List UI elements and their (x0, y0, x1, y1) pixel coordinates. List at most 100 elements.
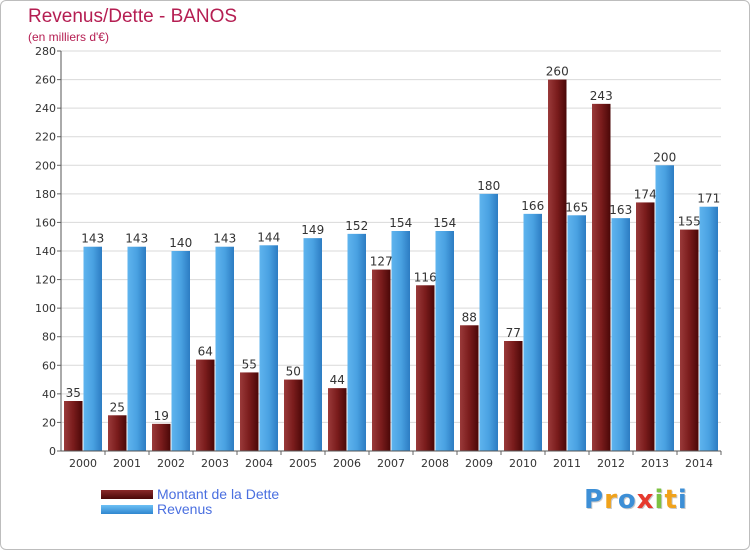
y-tick-label: 220 (35, 131, 56, 144)
x-tick-label: 2009 (465, 457, 493, 470)
revenus-bar (479, 193, 498, 451)
x-tick-label: 2010 (509, 457, 537, 470)
revenus-bar (347, 233, 366, 451)
debt-bar (328, 388, 347, 451)
legend-label-debt: Montant de la Dette (157, 486, 280, 502)
debt-bar-value-label: 64 (198, 345, 213, 359)
revenus-bar-value-label: 171 (697, 192, 720, 206)
debt-bar (64, 401, 83, 451)
x-tick-label: 2008 (421, 457, 449, 470)
x-tick-label: 2007 (377, 457, 405, 470)
debt-bar-value-label: 50 (286, 365, 301, 379)
y-tick-label: 280 (35, 45, 56, 58)
x-tick-label: 2002 (157, 457, 185, 470)
y-tick-label: 200 (35, 159, 56, 172)
y-tick-label: 140 (35, 245, 56, 258)
x-tick-label: 2011 (553, 457, 581, 470)
proxiti-logo: Proxiti (584, 485, 688, 515)
debt-bar-value-label: 155 (678, 215, 701, 229)
logo-letter: i (654, 485, 665, 515)
x-tick-label: 2003 (201, 457, 229, 470)
revenus-bar (171, 251, 190, 451)
debt-bar (372, 269, 391, 451)
revenus-bar (523, 213, 542, 451)
x-tick-label: 2000 (69, 457, 97, 470)
debt-bar (108, 415, 127, 451)
debt-bar (548, 79, 567, 452)
legend-item-debt: Montant de la Dette (101, 486, 401, 502)
revenus-bar-value-label: 165 (565, 200, 588, 214)
y-tick-label: 20 (42, 416, 56, 429)
x-tick-label: 2014 (685, 457, 713, 470)
debt-bar (240, 372, 259, 451)
debt-bar-value-label: 243 (590, 89, 613, 103)
x-tick-label: 2013 (641, 457, 669, 470)
x-tick-label: 2004 (245, 457, 273, 470)
revenus-bar (303, 238, 322, 451)
debt-bar-value-label: 19 (154, 409, 169, 423)
logo-letter: x (636, 485, 655, 515)
debt-bar-value-label: 44 (330, 373, 345, 387)
debt-bar-value-label: 25 (110, 400, 125, 414)
logo-letter: i (677, 485, 688, 515)
revenus-bar-value-label: 163 (609, 203, 632, 217)
debt-bar-value-label: 88 (462, 310, 477, 324)
revenus-bar (567, 215, 586, 451)
debt-bar-value-label: 116 (414, 270, 437, 284)
x-tick-label: 2006 (333, 457, 361, 470)
y-tick-label: 240 (35, 102, 56, 115)
revenus-bar-value-label: 152 (345, 219, 368, 233)
x-tick-label: 2012 (597, 457, 625, 470)
y-tick-label: 180 (35, 188, 56, 201)
y-tick-label: 100 (35, 302, 56, 315)
debt-bar-value-label: 260 (546, 65, 569, 79)
revenus-bar-value-label: 200 (653, 150, 676, 164)
logo-letter: P (584, 485, 605, 515)
revenus-bar-value-label: 143 (213, 232, 236, 246)
logo-letter: r (604, 485, 618, 515)
y-tick-label: 60 (42, 359, 56, 372)
revenus-bar (655, 165, 674, 452)
debt-bar-value-label: 174 (634, 187, 657, 201)
y-tick-label: 40 (42, 388, 56, 401)
debt-bar-value-label: 127 (370, 255, 393, 269)
debt-bar-value-label: 55 (242, 357, 257, 371)
revenus-bar-value-label: 149 (301, 223, 324, 237)
revenus-bar-value-label: 154 (389, 216, 412, 230)
debt-bar (504, 341, 523, 451)
revenus-bar (699, 206, 718, 451)
y-tick-label: 160 (35, 216, 56, 229)
revenus-bar-value-label: 140 (169, 236, 192, 250)
revenus-bar (215, 246, 234, 451)
debt-bar (636, 202, 655, 451)
x-tick-label: 2005 (289, 457, 317, 470)
legend-label-revenus: Revenus (157, 501, 213, 517)
revenus-bar (259, 245, 278, 451)
revenus-bar-value-label: 180 (477, 179, 500, 193)
legend-swatch-revenus (101, 505, 153, 514)
revenus-bar-value-label: 166 (521, 199, 544, 213)
revenus-bar (391, 231, 410, 451)
debt-bar-value-label: 35 (66, 386, 81, 400)
chart-title: Revenus/Dette - BANOS (28, 6, 238, 27)
logo-letter: t (664, 485, 678, 515)
y-tick-label: 120 (35, 274, 56, 287)
y-tick-label: 260 (35, 74, 56, 87)
debt-bar (196, 359, 215, 451)
debt-bar (680, 229, 699, 451)
debt-bar (152, 423, 171, 451)
revenus-bar (435, 231, 454, 451)
chart-subtitle: (en milliers d'€) (28, 30, 109, 44)
revenus-bar (83, 246, 102, 451)
logo-letter: o (617, 485, 637, 515)
legend-swatch-debt (101, 490, 153, 499)
debt-bar-value-label: 77 (506, 326, 521, 340)
revenus-bar-value-label: 143 (125, 232, 148, 246)
revenus-bar (127, 246, 146, 451)
legend-item-revenus: Revenus (101, 501, 401, 517)
revenus-bar-value-label: 143 (81, 232, 104, 246)
debt-bar (460, 325, 479, 451)
y-tick-label: 80 (42, 331, 56, 344)
debt-bar (284, 379, 303, 451)
